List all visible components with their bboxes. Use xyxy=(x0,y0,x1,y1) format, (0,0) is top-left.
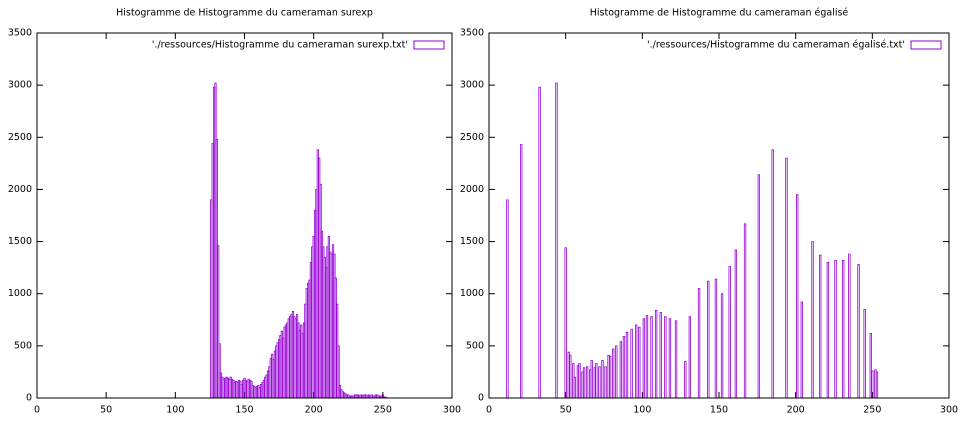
y-tick-label: 3500 xyxy=(8,28,32,39)
bar xyxy=(608,355,612,399)
y-tick-label: 0 xyxy=(26,393,32,404)
y-tick-label: 1000 xyxy=(8,288,32,299)
x-tick-label: 300 xyxy=(443,405,461,416)
x-tick-label: 100 xyxy=(633,405,651,416)
bar xyxy=(720,293,724,399)
chart-title: Histogramme de Histogramme du cameraman … xyxy=(590,8,849,19)
bar xyxy=(697,288,701,399)
bar xyxy=(659,312,662,399)
bar xyxy=(622,336,626,399)
bar xyxy=(654,309,658,399)
bar xyxy=(642,318,646,399)
bar xyxy=(590,360,593,399)
x-tick-label: 0 xyxy=(34,405,40,416)
bar xyxy=(848,253,851,399)
x-tick-label: 150 xyxy=(235,405,253,416)
bar xyxy=(585,366,589,399)
y-tick-label: 2500 xyxy=(460,132,484,143)
bar xyxy=(582,367,586,399)
y-tick-label: 1000 xyxy=(460,288,484,299)
bar xyxy=(714,278,718,399)
bar xyxy=(598,366,601,399)
bar xyxy=(811,241,814,399)
y-tick-label: 500 xyxy=(14,340,32,351)
bar xyxy=(578,363,581,399)
x-tick-label: 100 xyxy=(166,405,184,416)
bar xyxy=(834,259,837,399)
y-tick-label: 2000 xyxy=(460,184,484,195)
bar xyxy=(688,316,692,399)
bar xyxy=(635,324,638,399)
y-tick-label: 500 xyxy=(466,340,484,351)
bar xyxy=(743,223,747,399)
x-tick-label: 50 xyxy=(560,405,572,416)
bar xyxy=(728,266,731,399)
x-tick-label: 250 xyxy=(374,405,392,416)
bar xyxy=(842,259,845,399)
x-tick-label: 150 xyxy=(710,405,728,416)
y-tick-label: 3000 xyxy=(460,80,484,91)
legend-label: './ressources/Histogramme du cameraman é… xyxy=(647,40,905,51)
bar xyxy=(707,280,710,399)
bar xyxy=(875,371,879,399)
bar xyxy=(520,144,523,399)
legend-swatch xyxy=(413,40,445,50)
bar xyxy=(625,331,629,399)
bar xyxy=(684,361,687,399)
chart-title: Histogramme de Histogramme du cameraman … xyxy=(116,8,373,19)
x-tick-label: 200 xyxy=(305,405,323,416)
bar xyxy=(604,366,607,399)
bar xyxy=(612,348,615,399)
y-tick-label: 2500 xyxy=(8,132,32,143)
plot-frame xyxy=(488,32,950,399)
bar xyxy=(573,376,577,399)
bar xyxy=(601,360,604,399)
x-tick-label: 200 xyxy=(787,405,805,416)
bar xyxy=(668,318,672,399)
bar xyxy=(796,194,799,399)
plot-frame xyxy=(36,32,453,399)
y-tick-label: 0 xyxy=(478,393,484,404)
bar xyxy=(674,320,678,399)
bar xyxy=(650,316,653,399)
bar xyxy=(555,82,558,399)
bar xyxy=(564,247,567,399)
bar xyxy=(630,328,633,399)
bar xyxy=(734,249,738,399)
bar xyxy=(771,149,774,399)
bar xyxy=(619,341,623,399)
bar xyxy=(569,354,572,399)
x-tick-label: 0 xyxy=(486,405,492,416)
bar xyxy=(595,363,598,399)
bar xyxy=(506,199,509,399)
bar xyxy=(664,316,667,399)
bar xyxy=(819,254,822,399)
y-tick-label: 2000 xyxy=(8,184,32,195)
bar xyxy=(800,301,803,399)
legend-label: './ressources/Histogramme du cameraman s… xyxy=(152,40,408,51)
bar xyxy=(863,308,866,399)
bar xyxy=(638,326,641,399)
bar xyxy=(615,345,618,399)
x-tick-label: 250 xyxy=(863,405,881,416)
bar xyxy=(645,315,649,399)
bar xyxy=(826,262,830,399)
x-tick-label: 300 xyxy=(940,405,958,416)
y-tick-label: 1500 xyxy=(8,236,32,247)
x-tick-label: 50 xyxy=(100,405,112,416)
bar xyxy=(785,157,788,399)
bar xyxy=(757,174,761,399)
y-tick-label: 1500 xyxy=(460,236,484,247)
y-tick-label: 3500 xyxy=(460,28,484,39)
bar xyxy=(857,264,860,399)
y-tick-label: 3000 xyxy=(8,80,32,91)
legend-swatch xyxy=(910,40,942,50)
bar xyxy=(538,86,541,399)
